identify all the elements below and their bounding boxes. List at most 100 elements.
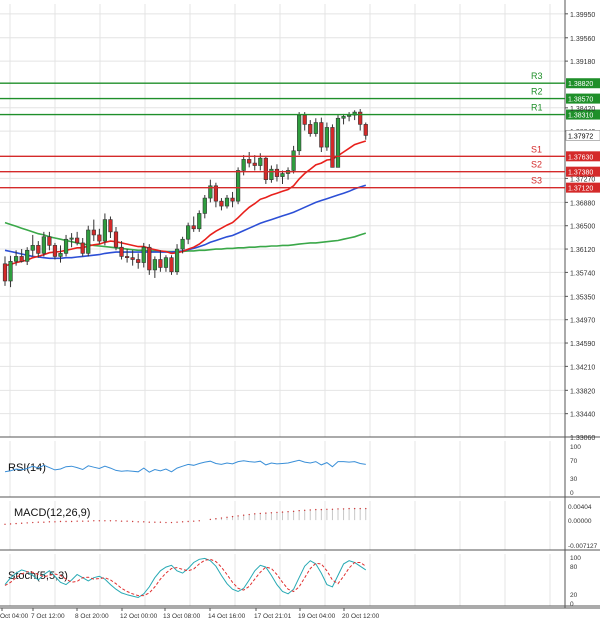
candle-body — [280, 173, 285, 177]
macd-signal-dot — [70, 520, 73, 523]
candle-body — [108, 219, 113, 233]
price-tick-label: 1.33440 — [570, 412, 595, 419]
candle-body — [241, 159, 246, 171]
macd-signal-dot — [32, 521, 34, 524]
candle-body — [219, 200, 224, 207]
candle-body — [47, 236, 52, 246]
candle-body — [125, 256, 130, 258]
rsi-tick-label: 70 — [570, 458, 578, 465]
macd-signal-dot — [265, 512, 267, 514]
candle-body — [152, 259, 157, 271]
macd-signal-dot — [320, 508, 323, 511]
candle-body — [330, 127, 335, 168]
stoch-tick-label: 0 — [570, 601, 574, 608]
price-tick-label: 1.36120 — [570, 247, 595, 254]
time-tick-label: 8 Oct 20:00 — [75, 613, 109, 620]
current-price-tag — [565, 130, 600, 141]
stoch-tick-label: 80 — [570, 564, 578, 571]
macd-signal-dot — [181, 521, 184, 523]
rsi-tick-label: 100 — [570, 444, 581, 451]
time-tick-label: Oct 04:00 — [0, 613, 29, 620]
candle-body — [324, 127, 330, 148]
price-tick-label: 1.34210 — [570, 364, 595, 371]
macd-signal-dot — [231, 515, 234, 518]
macd-signal-dot — [359, 507, 361, 510]
macd-signal-dot — [220, 517, 223, 519]
macd-signal-dot — [270, 512, 273, 514]
macd-tick-label: -0.007127 — [568, 543, 598, 550]
macd-signal-dot — [304, 509, 306, 512]
macd-signal-dot — [76, 520, 78, 522]
macd-signal-dot — [154, 521, 156, 523]
macd-signal-dot — [131, 520, 134, 523]
candle-body — [269, 168, 274, 180]
candle-body — [224, 197, 230, 207]
macd-signal-dot — [254, 513, 256, 515]
level-price-label: 1.37380 — [568, 170, 593, 177]
candle-body — [308, 124, 313, 134]
candle-body — [147, 246, 152, 271]
candle-body — [41, 236, 46, 254]
macd-signal-dot — [326, 508, 328, 510]
macd-signal-dot — [259, 512, 261, 515]
macd-label: MACD(12,26,9) — [14, 507, 90, 519]
level-name-r2: R2 — [531, 87, 543, 97]
candle-body — [252, 162, 257, 166]
macd-signal-dot — [242, 514, 245, 516]
macd-signal-dot — [65, 520, 67, 523]
macd-signal-dot — [15, 522, 17, 525]
candle-body — [158, 259, 163, 268]
candle-body — [169, 257, 174, 273]
macd-signal-dot — [337, 508, 339, 510]
macd-signal-dot — [198, 520, 200, 522]
macd-signal-dot — [20, 522, 23, 524]
price-tick-label: 1.35740 — [570, 270, 595, 277]
candle-body — [136, 259, 141, 263]
price-tick-label: 1.39560 — [570, 36, 595, 43]
macd-signal-dot — [159, 521, 162, 523]
time-tick-label: 13 Oct 08:00 — [163, 613, 201, 620]
macd-signal-dot — [137, 521, 139, 523]
candle-body — [52, 245, 58, 257]
time-tick-label: 20 Oct 12:00 — [342, 613, 380, 620]
level-name-s1: S1 — [531, 144, 542, 154]
macd-signal-dot — [298, 509, 300, 512]
candle-body — [174, 248, 180, 273]
level-price-tag — [566, 93, 600, 104]
macd-signal-dot — [98, 520, 101, 522]
candle-body — [19, 256, 24, 262]
candle-body — [58, 253, 63, 257]
macd-signal-dot — [4, 523, 6, 526]
price-tick-label: 1.36880 — [570, 200, 595, 207]
candle-body — [30, 245, 35, 251]
time-tick-label: 7 Oct 12:00 — [31, 613, 65, 620]
candle-body — [180, 238, 185, 250]
candle-body — [302, 114, 307, 125]
price-axis: 1.399501.395601.391801.384201.380401.372… — [565, 12, 600, 442]
price-tick-label: 1.39180 — [570, 59, 595, 66]
macd-signal-dot — [281, 511, 284, 513]
candle-body — [363, 124, 368, 136]
level-name-s2: S2 — [531, 160, 542, 170]
macd-signal-dot — [59, 520, 62, 523]
macd-signal-dot — [126, 520, 128, 522]
macd-signal-dot — [237, 515, 239, 517]
stoch-d-line — [4, 558, 367, 597]
stoch-k-line — [4, 557, 367, 599]
price-tick-label: 1.36500 — [570, 224, 595, 231]
macd-signal-dot — [276, 511, 278, 514]
price-tick-label: 1.33060 — [570, 435, 595, 442]
macd-signal-dot — [37, 521, 39, 523]
candle-body — [335, 117, 341, 168]
macd-signal-dot — [209, 518, 212, 521]
macd-signal-dot — [26, 522, 28, 524]
macd-signal-dot — [120, 520, 123, 522]
candle-body — [346, 114, 352, 117]
support-resistance-levels: R3 1.38820 R2 1.38570 R1 1.38310 S1 1.37630 S2 1.… — [0, 71, 600, 193]
level-price-label: 1.38820 — [568, 81, 593, 88]
time-axis: Oct 04:00 7 Oct 12:00 8 Oct 20:00 12 Oct 00… — [0, 608, 380, 620]
macd-signal-dot — [115, 520, 117, 522]
level-name-r1: R1 — [531, 103, 543, 113]
